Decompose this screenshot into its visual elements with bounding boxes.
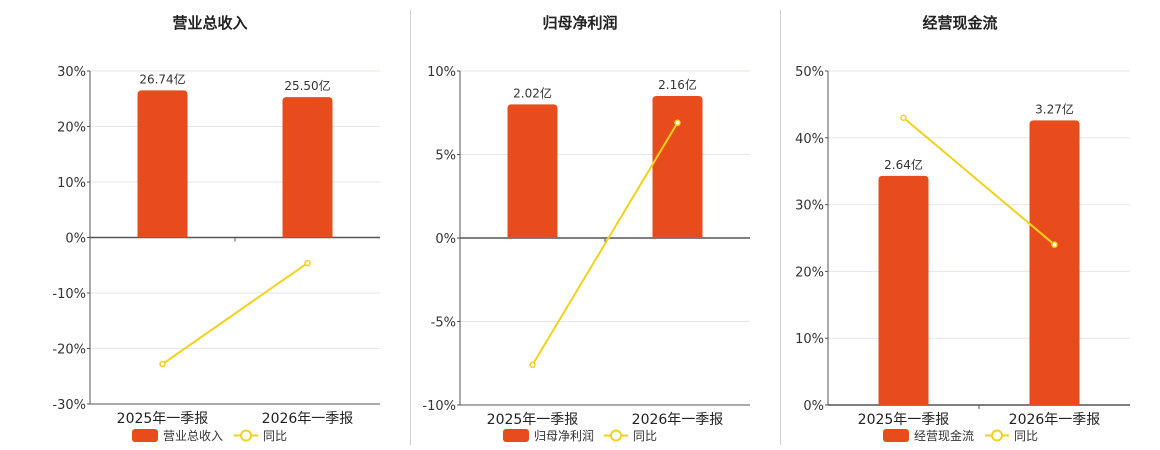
legend-line-label: 同比 (1014, 429, 1038, 443)
yoy-line (531, 122, 679, 366)
y-tick-label: 0% (65, 232, 86, 247)
legend-line-label: 同比 (263, 429, 287, 443)
y-tick-label: 20% (795, 265, 824, 280)
yoy-point (1051, 241, 1058, 248)
legend-bar-swatch (883, 429, 909, 442)
legend-line-marker (991, 429, 1003, 442)
legend: 经营现金流 同比 (883, 428, 1038, 443)
bar (282, 97, 333, 238)
y-tick-label: -10% (52, 287, 86, 302)
bar (1029, 120, 1080, 405)
y-tick-label: 30% (795, 199, 824, 214)
yoy-line (161, 262, 309, 365)
y-tick-label: -5% (431, 316, 456, 331)
bar-value-label: 3.27亿 (1035, 101, 1074, 116)
y-tick-label: 10% (795, 332, 824, 347)
y-tick-label: 5% (435, 149, 456, 164)
legend: 归母净利润 同比 (503, 429, 657, 443)
bar (507, 104, 558, 239)
x-category-label: 2026年一季报 (1009, 412, 1101, 428)
yoy-point (159, 360, 166, 368)
y-tick-label: 30% (57, 65, 86, 80)
chart-title: 归母净利润 (542, 14, 617, 32)
x-category-label: 2026年一季报 (262, 411, 354, 427)
legend-bar-label: 经营现金流 (914, 428, 974, 443)
legend-line-marker (610, 429, 622, 442)
bar (652, 96, 703, 238)
panel-divider (780, 10, 781, 445)
net-profit-chart: 归母净利润 10% 5% 0% -5% -10% 2.02亿 2.16亿 2025年一季报… (422, 14, 750, 443)
panel-divider (410, 10, 411, 445)
bar-value-label: 2.16亿 (658, 77, 697, 92)
net-profit-chart-panel: 归母净利润 10% 5% 0% -5% -10% 2.02亿 2.16亿 2025年一季报… (422, 14, 750, 443)
legend-bar-swatch (503, 429, 529, 442)
legend-bar-label: 营业总收入 (163, 429, 223, 443)
yoy-point (900, 114, 907, 122)
legend-bar-label: 归母净利润 (534, 429, 594, 443)
yoy-point (674, 119, 681, 127)
yoy-line (902, 116, 1056, 246)
legend-line-marker (240, 429, 252, 442)
bar-value-label: 26.74亿 (139, 71, 185, 86)
yoy-point (529, 361, 536, 369)
yoy-point (304, 259, 311, 267)
x-category-label: 2026年一季报 (632, 412, 724, 428)
revenue-chart: 营业总收入 30% 20% 10% 0% -10% -20% -30% 26.74亿 25.5… (52, 14, 380, 443)
bar-value-label: 2.64亿 (884, 157, 923, 172)
y-tick-label: -10% (422, 399, 456, 414)
y-tick-label: 40% (795, 132, 824, 147)
bar-value-label: 2.02亿 (513, 85, 552, 100)
y-tick-label: 0% (803, 399, 824, 414)
y-tick-label: -20% (52, 343, 86, 358)
chart-title: 经营现金流 (922, 14, 997, 32)
bar (137, 90, 188, 238)
x-category-label: 2025年一季报 (858, 412, 950, 428)
x-category-label: 2025年一季报 (117, 411, 209, 427)
legend-line-label: 同比 (633, 429, 657, 443)
legend: 营业总收入 同比 (132, 429, 287, 443)
legend-bar-swatch (132, 429, 158, 442)
x-category-label: 2025年一季报 (487, 412, 579, 428)
y-tick-label: 20% (57, 121, 86, 136)
y-tick-label: 0% (435, 232, 456, 247)
chart-title: 营业总收入 (172, 14, 247, 32)
revenue-chart-panel: 营业总收入 30% 20% 10% 0% -10% -20% -30% 26.74亿 25.5… (0, 0, 400, 450)
y-tick-label: 10% (427, 65, 456, 80)
bar (878, 175, 929, 405)
y-tick-label: 50% (795, 65, 824, 80)
bar-value-label: 25.50亿 (284, 78, 330, 93)
y-tick-label: 10% (57, 176, 86, 191)
y-tick-label: -30% (52, 398, 86, 413)
